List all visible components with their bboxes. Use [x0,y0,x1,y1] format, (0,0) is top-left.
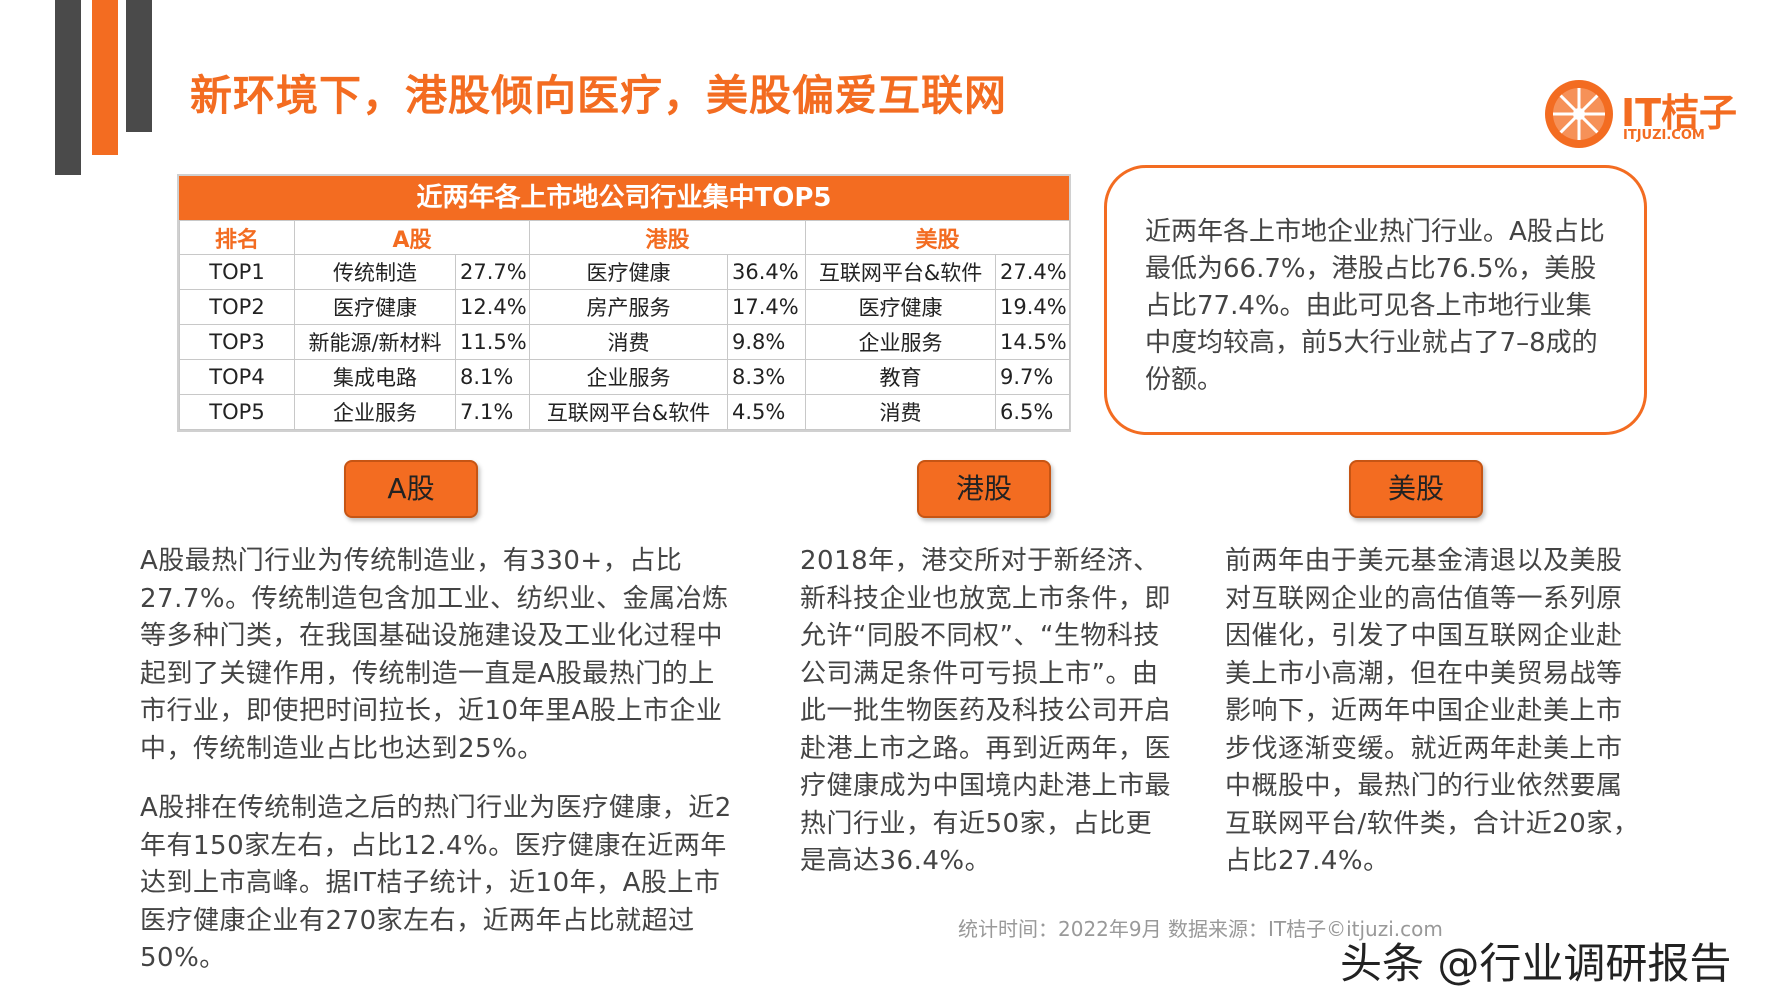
hk-share-label: 港股 [917,460,1051,518]
us-industry-cell: 医疗健康 [805,289,997,325]
decor-bar-dark-right [126,0,152,132]
summary-callout: 近两年各上市地企业热门行业。A股占比最低为66.7%，港股占比76.5%，美股占… [1104,165,1647,435]
decor-bar-dark-left [55,0,81,175]
table-header-row: 排名 A股 港股 美股 [179,220,1071,255]
source-note: 统计时间：2022年9月 数据来源：IT桔子©itjuzi.com [958,917,1443,941]
table-row: TOP2 医疗健康 12.4% 房产服务 17.4% 医疗健康 19.4% [179,289,1071,325]
hk-industry-cell: 消费 [529,324,728,360]
a-industry-cell: 新能源/新材料 [294,324,456,360]
a-share-label: A股 [344,460,478,518]
a-share-analysis: A股最热门行业为传统制造业，有330+，占比27.7%。传统制造包含加工业、纺织… [140,543,740,1000]
a-pct-cell: 11.5% [455,324,530,360]
a-share-paragraph-1: A股最热门行业为传统制造业，有330+，占比27.7%。传统制造包含加工业、纺织… [140,546,729,764]
rank-cell: TOP2 [179,289,295,325]
a-pct-cell: 7.1% [455,394,530,430]
us-industry-cell: 企业服务 [805,324,997,360]
hk-industry-cell: 互联网平台&软件 [529,394,728,430]
decor-bar-orange [92,0,118,155]
us-share-analysis: 前两年由于美元基金清退以及美股对互联网企业的高估值等一系列原因催化，引发了中国互… [1225,543,1645,903]
table-grid: 排名 A股 港股 美股 TOP1 传统制造 27.7% 医疗健康 36.4% 互… [179,220,1071,430]
rank-cell: TOP1 [179,254,295,290]
a-industry-cell: 企业服务 [294,394,456,430]
us-industry-cell: 消费 [805,394,997,430]
logo-brand: IT桔子 [1621,91,1738,135]
us-industry-cell: 互联网平台&软件 [805,254,997,290]
rank-cell: TOP3 [179,324,295,360]
us-pct-cell: 9.7% [995,359,1071,395]
us-pct-cell: 6.5% [995,394,1071,430]
rank-cell: TOP5 [179,394,295,430]
a-industry-cell: 传统制造 [294,254,456,290]
table-row: TOP1 传统制造 27.7% 医疗健康 36.4% 互联网平台&软件 27.4… [179,254,1071,290]
logo-domain: ITJUZI.COM [1623,128,1705,143]
rank-cell: TOP4 [179,359,295,395]
us-pct-cell: 27.4% [995,254,1071,290]
us-industry-cell: 教育 [805,359,997,395]
hk-pct-cell: 9.8% [726,324,807,360]
us-pct-cell: 14.5% [995,324,1071,360]
hk-pct-cell: 17.4% [726,289,807,325]
table-row: TOP5 企业服务 7.1% 互联网平台&软件 4.5% 消费 6.5% [179,394,1071,430]
itjuzi-logo: IT桔子 ITJUZI.COM [1545,80,1745,150]
hk-industry-cell: 企业服务 [529,359,728,395]
hk-pct-cell: 36.4% [726,254,807,290]
us-share-label: 美股 [1349,460,1483,518]
table-row: TOP3 新能源/新材料 11.5% 消费 9.8% 企业服务 14.5% [179,324,1071,360]
a-pct-cell: 27.7% [455,254,530,290]
hk-pct-cell: 4.5% [726,394,807,430]
header-us-share: 美股 [805,220,1071,255]
a-pct-cell: 8.1% [455,359,530,395]
a-industry-cell: 集成电路 [294,359,456,395]
toutiao-watermark: 头条 @行业调研报告 [1340,939,1732,988]
header-a-share: A股 [294,220,530,255]
hk-share-analysis: 2018年，港交所对于新经济、新科技企业也放宽上市条件，即允许“同股不同权”、“… [800,543,1175,903]
hk-industry-cell: 医疗健康 [529,254,728,290]
header-rank: 排名 [179,220,295,255]
us-pct-cell: 19.4% [995,289,1071,325]
a-share-paragraph-2: A股排在传统制造之后的热门行业为医疗健康，近2年有150家左右，占比12.4%。… [140,793,732,973]
hk-share-paragraph: 2018年，港交所对于新经济、新科技企业也放宽上市条件，即允许“同股不同权”、“… [800,546,1172,876]
hk-pct-cell: 8.3% [726,359,807,395]
hk-industry-cell: 房产服务 [529,289,728,325]
table-row: TOP4 集成电路 8.1% 企业服务 8.3% 教育 9.7% [179,359,1071,395]
top5-table: 近两年各上市地公司行业集中TOP5 排名 A股 港股 美股 TOP1 传统制造 … [177,174,1071,432]
table-title: 近两年各上市地公司行业集中TOP5 [179,176,1069,220]
a-pct-cell: 12.4% [455,289,530,325]
callout-text: 近两年各上市地企业热门行业。A股占比最低为66.7%，港股占比76.5%，美股占… [1145,217,1605,395]
page-title: 新环境下，港股倾向医疗，美股偏爱互联网 [190,71,1008,120]
us-share-paragraph: 前两年由于美元基金清退以及美股对互联网企业的高估值等一系列原因催化，引发了中国互… [1225,546,1640,876]
orange-slice-icon [1545,80,1613,148]
a-industry-cell: 医疗健康 [294,289,456,325]
header-hk-share: 港股 [528,220,807,255]
